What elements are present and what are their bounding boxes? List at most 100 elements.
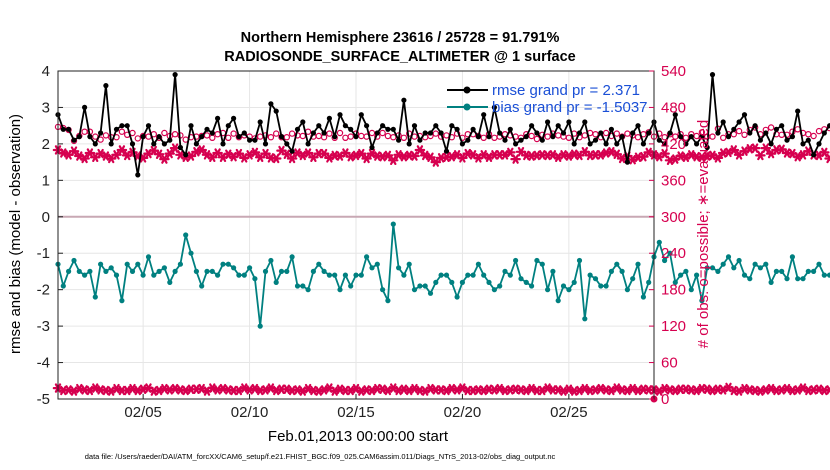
low-count-obs-point xyxy=(813,384,825,394)
bias-point xyxy=(406,261,412,267)
evaluated-obs-point xyxy=(356,148,367,159)
possible-obs-point xyxy=(480,134,487,141)
rmse-point xyxy=(262,141,269,147)
bias-point xyxy=(278,268,285,274)
bias-point xyxy=(624,287,631,293)
rmse-point xyxy=(465,137,471,143)
low-count-obs-point xyxy=(74,383,85,394)
bias-point xyxy=(560,283,567,289)
rmse-point xyxy=(305,141,311,147)
x-tick-label: 02/05 xyxy=(124,404,162,421)
possible-obs-point xyxy=(102,132,110,139)
evaluated-obs-point xyxy=(382,150,394,161)
y-axis-label: rmse and bias (model - observation) xyxy=(7,114,24,354)
rmse-point xyxy=(619,134,625,140)
rmse-point xyxy=(741,112,748,118)
rmse-point xyxy=(71,137,77,143)
rmse-point xyxy=(784,137,790,143)
bias-point xyxy=(470,272,476,278)
evaluated-obs-point xyxy=(712,153,724,163)
low-count-obs-point xyxy=(63,385,74,395)
bias-point xyxy=(321,268,327,274)
evaluated-obs-point xyxy=(409,151,420,161)
y-tick-label: -5 xyxy=(37,391,50,408)
rmse-point xyxy=(225,123,231,129)
y-tick-label: -1 xyxy=(37,245,50,262)
rmse-point xyxy=(555,123,561,129)
bias-point xyxy=(741,272,748,278)
legend: rmse grand pr = 2.371 bias grand pr = -1… xyxy=(447,82,648,116)
bias-point xyxy=(576,257,583,264)
rmse-point xyxy=(475,134,481,140)
evaluated-obs-point xyxy=(153,149,165,159)
ticks: -5 -4 -3 -2 -1 0 1 2 3 4 0 60 120 180 240 300 360 420 480 5… xyxy=(37,63,686,421)
rmse-point xyxy=(720,119,726,125)
rmse-point xyxy=(566,119,572,125)
bias-point xyxy=(800,276,806,282)
bias-point xyxy=(747,276,753,282)
possible-obs-point xyxy=(267,133,275,141)
bias-point xyxy=(82,272,88,278)
rmse-point xyxy=(534,130,540,136)
bias-point xyxy=(310,268,316,274)
bias-point xyxy=(220,261,226,267)
rmse-point xyxy=(247,137,253,143)
bias-point xyxy=(209,268,215,274)
y-tick-label: 3 xyxy=(42,99,50,116)
evaluated-obs-point xyxy=(696,152,708,162)
rmse-point xyxy=(231,115,237,121)
y2-tick-label: 360 xyxy=(661,172,686,189)
rmse-point xyxy=(66,126,72,132)
bias-point xyxy=(545,287,551,293)
y-tick-label: 2 xyxy=(42,136,50,153)
rmse-point xyxy=(209,130,215,136)
low-count-obs-point xyxy=(180,385,191,396)
evaluated-obs-point xyxy=(760,143,772,153)
bias-point xyxy=(135,261,141,267)
bias-point xyxy=(401,272,407,278)
rmse-point xyxy=(470,126,476,132)
bias-point xyxy=(465,272,471,278)
rmse-point xyxy=(614,141,620,147)
bias-point xyxy=(71,257,77,264)
rmse-point xyxy=(481,112,487,118)
rmse-point xyxy=(773,126,780,132)
rmse-point xyxy=(364,123,370,129)
bias-point xyxy=(481,272,487,278)
bias-point xyxy=(236,272,242,278)
y-tick-label: 0 xyxy=(42,209,50,226)
rmse-point xyxy=(603,141,609,147)
possible-obs-point xyxy=(214,130,221,138)
rmse-point xyxy=(800,141,806,147)
low-count-obs-point xyxy=(446,383,458,394)
rmse-point xyxy=(449,123,455,129)
rmse-point xyxy=(630,130,636,136)
bias-point xyxy=(140,272,146,278)
bias-point xyxy=(491,287,497,293)
evaluated-obs-point xyxy=(249,147,261,158)
bias-point xyxy=(529,283,535,289)
bias-point xyxy=(725,254,732,260)
possible-obs-point xyxy=(400,134,408,141)
low-count-obs-point xyxy=(159,383,170,394)
rmse-point xyxy=(161,141,167,147)
evaluated-obs-point xyxy=(600,148,612,158)
possible-obs-point xyxy=(358,132,365,140)
possible-obs-point xyxy=(336,129,344,137)
possible-obs-point xyxy=(810,132,817,140)
possible-obs-point xyxy=(203,132,211,139)
bias-point xyxy=(374,261,380,267)
rmse-point xyxy=(411,123,418,129)
evaluated-obs-point xyxy=(728,145,740,155)
possible-obs-point xyxy=(544,133,551,140)
possible-obs-point xyxy=(257,133,264,140)
bias-point xyxy=(411,287,418,293)
legend-bias-label: bias grand pr = -1.5037 xyxy=(492,99,648,116)
bias-point xyxy=(326,272,332,278)
low-count-obs-point xyxy=(701,384,713,394)
rmse-point xyxy=(486,134,492,140)
rmse-point xyxy=(422,130,428,136)
evaluated-obs-point xyxy=(749,143,761,153)
chart-title: Northern Hemisphere 23616 / 25728 = 91.7… xyxy=(241,30,560,46)
bias-point xyxy=(454,294,460,300)
